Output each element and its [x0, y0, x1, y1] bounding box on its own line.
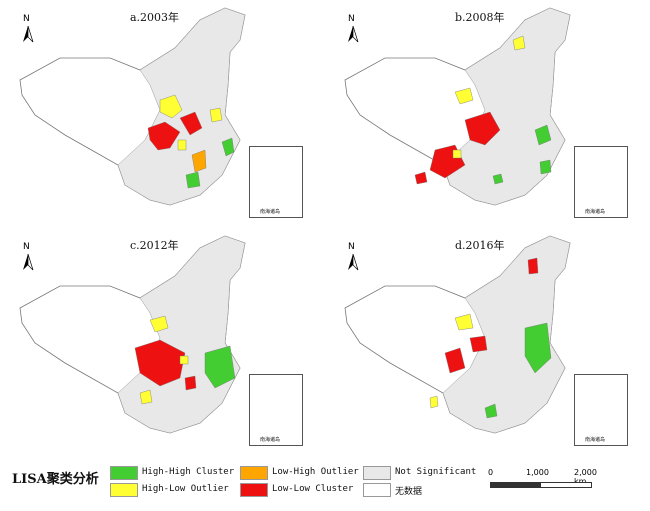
legend-title: LISA聚类分析 — [12, 472, 99, 487]
legend-label-no-data: 无数据 — [395, 487, 423, 497]
legend-label-low-high: Low-High Outlier — [272, 467, 359, 477]
inset-label: 南海诸岛 — [585, 209, 606, 215]
map-panel-2008: b.2008年 N 南海诸岛 — [325, 0, 650, 225]
north-label: N — [23, 14, 30, 24]
south-china-sea-inset: 南海诸岛 — [249, 374, 303, 446]
china-map — [19, 7, 246, 206]
inset-label: 南海诸岛 — [585, 437, 606, 443]
scale-tick-1000: 1,000 — [526, 468, 549, 477]
scale-bar: 0 1,000 2,000 km — [488, 468, 598, 498]
scale-bar-graphic — [490, 482, 592, 488]
inset-label: 南海诸岛 — [260, 437, 281, 443]
legend-swatch-high-low — [110, 483, 138, 497]
north-arrow-icon: N — [345, 14, 361, 44]
south-china-sea-inset: 南海诸岛 — [574, 374, 628, 446]
legend-swatch-no-data — [363, 483, 391, 497]
north-arrow-icon: N — [20, 14, 36, 44]
panel-title: c.2012年 — [130, 239, 179, 252]
map-panel-2012: c.2012年 N 南海诸岛 — [0, 228, 325, 453]
map-panel-2016: d.2016年 N 南海诸岛 — [325, 228, 650, 453]
legend-label-low-low: Low-Low Cluster — [272, 484, 354, 494]
china-map — [19, 235, 246, 434]
north-arrow-icon: N — [20, 242, 36, 272]
inset-label: 南海诸岛 — [260, 209, 281, 215]
china-map — [344, 235, 571, 434]
north-label: N — [23, 242, 30, 252]
china-map — [344, 7, 571, 206]
legend-label-high-low: High-Low Outlier — [142, 484, 229, 494]
panel-title: a.2003年 — [130, 11, 180, 24]
north-label: N — [348, 242, 355, 252]
legend: LISA聚类分析 High-High Cluster High-Low Outl… — [8, 462, 648, 502]
legend-label-not-significant: Not Significant — [395, 467, 477, 477]
south-china-sea-inset: 南海诸岛 — [574, 146, 628, 218]
scale-tick-0: 0 — [488, 468, 494, 477]
panel-title: d.2016年 — [455, 239, 505, 252]
south-china-sea-inset: 南海诸岛 — [249, 146, 303, 218]
panel-title: b.2008年 — [455, 11, 505, 24]
scale-tick-2000: 2,000 km — [574, 468, 597, 486]
legend-swatch-low-high — [240, 466, 268, 480]
map-panel-2003: a.2003年 N 南海诸岛 — [0, 0, 325, 225]
legend-swatch-not-significant — [363, 466, 391, 480]
north-label: N — [348, 14, 355, 24]
legend-swatch-low-low — [240, 483, 268, 497]
legend-label-high-high: High-High Cluster — [142, 467, 235, 477]
north-arrow-icon: N — [345, 242, 361, 272]
legend-swatch-high-high — [110, 466, 138, 480]
